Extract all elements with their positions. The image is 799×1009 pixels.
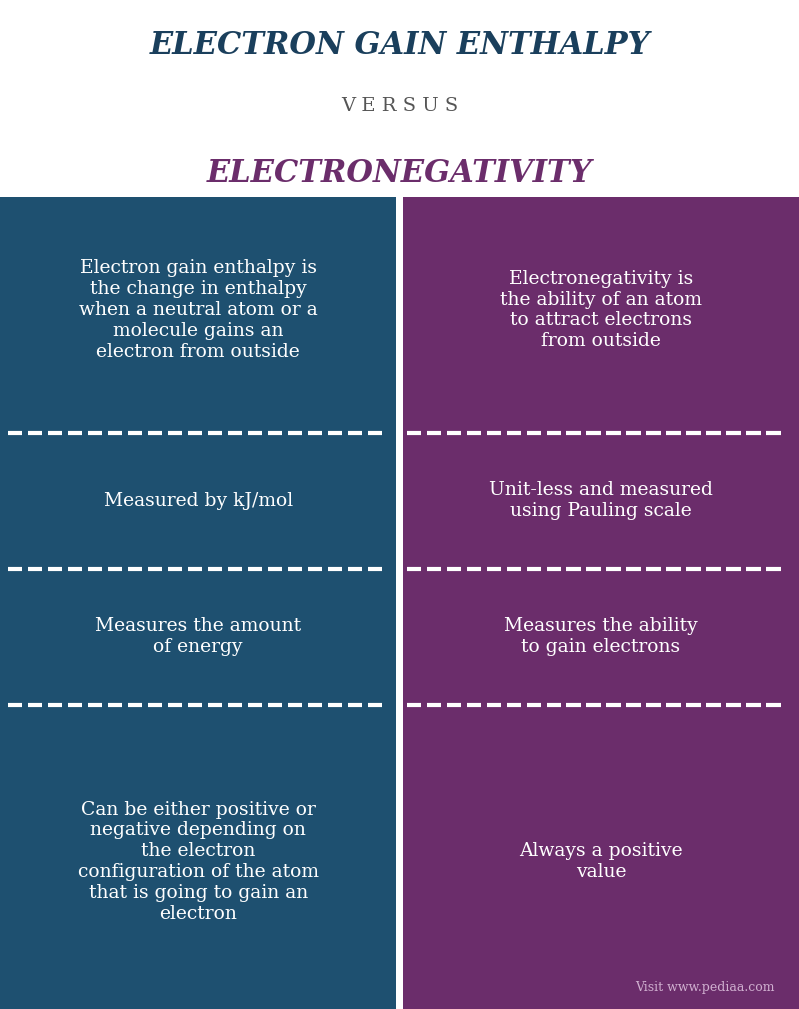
Text: Measures the ability
to gain electrons: Measures the ability to gain electrons <box>504 618 698 656</box>
Bar <box>0 197 396 424</box>
Bar <box>403 442 799 559</box>
Text: ELECTRONEGATIVITY: ELECTRONEGATIVITY <box>207 158 592 189</box>
Bar <box>403 559 799 578</box>
Text: ELECTRON GAIN ENTHALPY: ELECTRON GAIN ENTHALPY <box>149 30 650 61</box>
Bar <box>403 695 799 714</box>
Text: Electronegativity is
the ability of an atom
to attract electrons
from outside: Electronegativity is the ability of an a… <box>500 269 702 350</box>
Bar <box>0 695 396 714</box>
Text: Measured by kJ/mol: Measured by kJ/mol <box>104 491 292 510</box>
Bar <box>403 197 799 424</box>
Bar <box>403 578 799 695</box>
Text: Visit www.pediaa.com: Visit www.pediaa.com <box>635 981 775 994</box>
Text: Always a positive
value: Always a positive value <box>519 843 682 881</box>
Bar <box>403 714 799 1009</box>
Bar <box>0 442 396 559</box>
Bar <box>0 424 396 442</box>
Bar <box>0 714 396 1009</box>
Text: V E R S U S: V E R S U S <box>341 97 458 115</box>
Text: Electron gain enthalpy is
the change in enthalpy
when a neutral atom or a
molecu: Electron gain enthalpy is the change in … <box>79 259 317 360</box>
Bar <box>403 424 799 442</box>
Text: Measures the amount
of energy: Measures the amount of energy <box>95 618 301 656</box>
Bar <box>0 578 396 695</box>
Bar <box>0 559 396 578</box>
Text: Can be either positive or
negative depending on
the electron
configuration of th: Can be either positive or negative depen… <box>78 801 319 922</box>
Text: Unit-less and measured
using Pauling scale: Unit-less and measured using Pauling sca… <box>489 481 713 521</box>
